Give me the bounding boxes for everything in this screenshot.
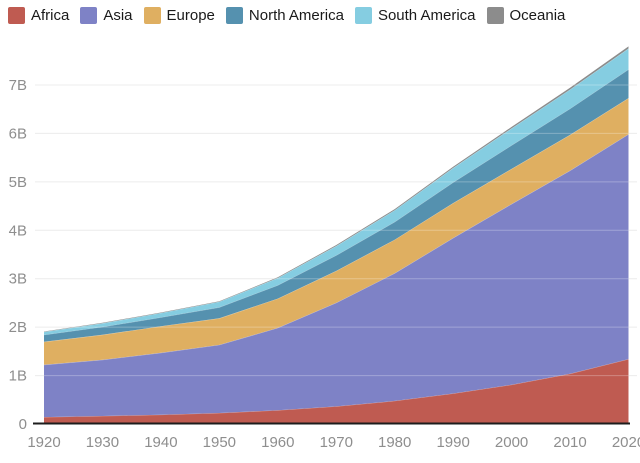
- y-tick-label-6B: 6B: [9, 125, 27, 142]
- legend-swatch-north-america: [225, 7, 243, 24]
- y-tick-label-2B: 2B: [9, 319, 27, 336]
- x-tick-label-1960: 1960: [261, 434, 294, 451]
- x-tick-label-1980: 1980: [378, 434, 411, 451]
- legend-label-asia: Asia: [103, 7, 133, 24]
- legend-label-europe: Europe: [166, 7, 215, 24]
- y-tick-label-0: 0: [19, 416, 27, 433]
- chart-legend: Africa Asia Europe North America South A…: [8, 7, 565, 24]
- legend-swatch-europe: [143, 7, 161, 24]
- legend-item-asia: Asia: [80, 7, 133, 24]
- y-tick-label-5B: 5B: [9, 174, 27, 191]
- y-tick-label-1B: 1B: [9, 368, 27, 385]
- x-tick-label-2000: 2000: [495, 434, 528, 451]
- legend-item-south-america: South America: [354, 7, 476, 24]
- legend-item-africa: Africa: [8, 7, 69, 24]
- legend-item-europe: Europe: [143, 7, 215, 24]
- x-tick-label-1990: 1990: [436, 434, 469, 451]
- y-tick-label-3B: 3B: [9, 271, 27, 288]
- area-europe: [44, 98, 629, 365]
- legend-swatch-asia: [80, 7, 98, 24]
- y-tick-label-7B: 7B: [9, 77, 27, 94]
- x-tick-label-1970: 1970: [320, 434, 353, 451]
- legend-label-north-america: North America: [248, 7, 344, 24]
- legend-swatch-africa: [8, 7, 25, 24]
- x-tick-label-2010: 2010: [553, 434, 586, 451]
- area-africa: [44, 359, 629, 424]
- legend-label-south-america: South America: [377, 7, 476, 24]
- legend-item-oceania: Oceania: [486, 7, 566, 24]
- x-tick-label-1940: 1940: [144, 434, 177, 451]
- legend-label-africa: Africa: [31, 7, 70, 24]
- x-tick-label-1930: 1930: [86, 434, 119, 451]
- x-tick-label-1950: 1950: [203, 434, 236, 451]
- legend-label-oceania: Oceania: [509, 7, 566, 24]
- legend-item-north-america: North America: [225, 7, 344, 24]
- y-tick-label-4B: 4B: [9, 222, 27, 239]
- area-asia: [44, 134, 629, 418]
- x-tick-label-1920: 1920: [27, 434, 60, 451]
- legend-swatch-south-america: [354, 7, 372, 24]
- legend-swatch-oceania: [486, 7, 504, 24]
